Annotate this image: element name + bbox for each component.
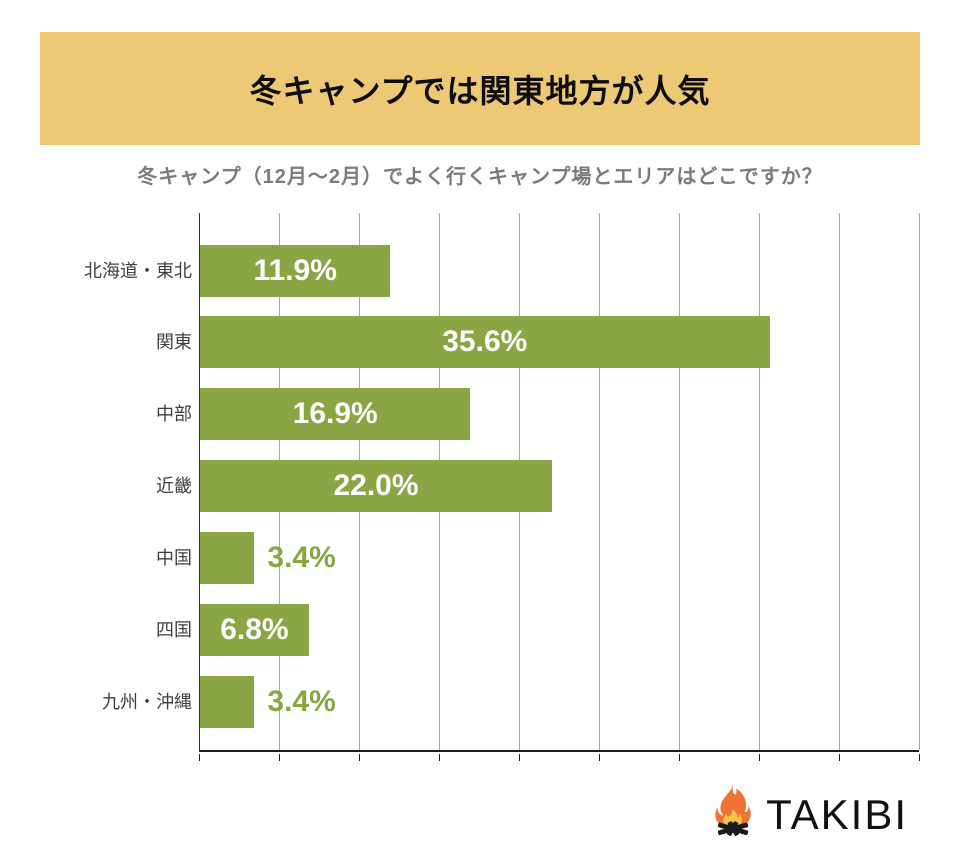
tick-mark — [919, 754, 920, 761]
category-label: 中国 — [156, 548, 192, 569]
tick-mark — [199, 754, 200, 761]
page-title: 冬キャンプでは関東地方が人気 — [249, 72, 711, 109]
gridline — [679, 213, 680, 750]
value-label: 3.4% — [267, 541, 336, 575]
tick-mark — [279, 754, 280, 761]
tick-mark — [519, 754, 520, 761]
fire-logs — [717, 821, 749, 836]
value-label: 11.9% — [253, 253, 337, 287]
plot-area: 11.9% 35.6% 16.9% 22.0% 3.4% 6.8% 3.4% — [199, 213, 920, 752]
category-label: 九州・沖縄 — [102, 691, 192, 712]
category-label: 北海道・東北 — [84, 260, 192, 281]
category-label: 中部 — [156, 404, 192, 425]
value-label: 16.9% — [292, 397, 378, 431]
bar — [200, 388, 471, 441]
value-label: 6.8% — [220, 613, 289, 646]
bar — [200, 316, 770, 369]
tick-mark — [679, 754, 680, 761]
value-label: 22.0% — [333, 469, 419, 503]
takibi-logo: TAKIBI — [704, 781, 908, 839]
tick-mark — [759, 754, 760, 761]
campfire-icon — [715, 783, 751, 836]
gridline — [839, 213, 840, 750]
bar — [200, 532, 255, 585]
bar — [200, 244, 391, 297]
tick-mark — [359, 754, 360, 761]
bar — [200, 675, 255, 728]
title-banner: 冬キャンプでは関東地方が人気 — [40, 32, 920, 145]
bar — [200, 604, 309, 656]
tick-mark — [439, 754, 440, 761]
gridline — [919, 213, 920, 750]
flame-inner — [723, 809, 743, 825]
bar-chart: 11.9% 35.6% 16.9% 22.0% 3.4% 6.8% 3.4% 北海道・東北関… — [0, 213, 960, 761]
value-label: 35.6% — [442, 325, 528, 359]
tick-mark — [599, 754, 600, 761]
gridline — [759, 213, 760, 750]
tick-mark — [839, 754, 840, 761]
bar — [200, 460, 552, 513]
flame-outer — [715, 783, 751, 825]
category-label: 四国 — [156, 620, 192, 640]
category-label: 近畿 — [156, 476, 192, 497]
value-label: 3.4% — [267, 684, 336, 718]
category-label: 関東 — [156, 332, 192, 353]
logo-wordmark: TAKIBI — [766, 791, 908, 838]
gridline — [599, 213, 600, 750]
chart-question-subtitle: 冬キャンプ（12月〜2月）でよく行くキャンプ場とエリアはどこですか？ — [137, 166, 823, 188]
